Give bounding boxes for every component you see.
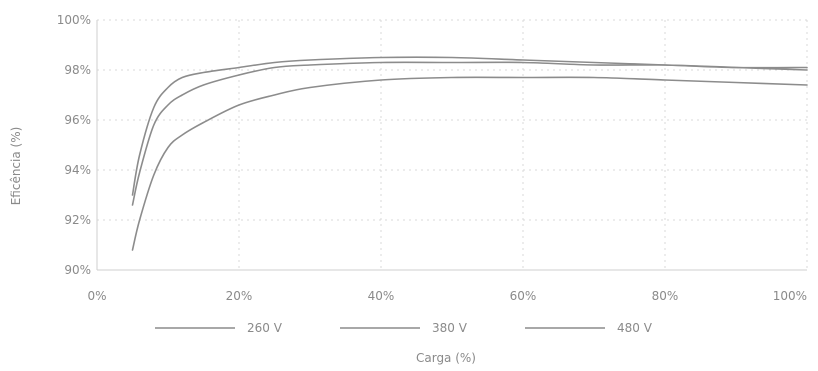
x-tick-label: 100% bbox=[773, 289, 807, 303]
x-tick-label: 80% bbox=[652, 289, 679, 303]
legend: 260 V 380 V 480 V bbox=[155, 321, 653, 335]
y-tick-labels: 90% 92% 94% 96% 98% 100% bbox=[57, 13, 91, 277]
grid bbox=[97, 19, 808, 270]
x-tick-labels: 0% 20% 40% 60% 80% 100% bbox=[87, 289, 807, 303]
y-tick-label: 100% bbox=[57, 13, 91, 27]
x-tick-label: 60% bbox=[510, 289, 537, 303]
y-tick-label: 96% bbox=[64, 113, 91, 127]
series-line-260v bbox=[131, 76, 808, 251]
series-line-380v bbox=[131, 61, 808, 206]
legend-label-260v: 260 V bbox=[247, 321, 283, 335]
x-tick-label: 20% bbox=[226, 289, 253, 303]
y-tick-label: 92% bbox=[64, 213, 91, 227]
legend-label-380v: 380 V bbox=[432, 321, 468, 335]
y-axis-title: Eficência (%) bbox=[9, 127, 23, 206]
series-lines bbox=[131, 56, 808, 251]
x-tick-label: 40% bbox=[368, 289, 395, 303]
x-axis-title: Carga (%) bbox=[416, 351, 476, 365]
y-tick-label: 94% bbox=[64, 163, 91, 177]
y-tick-label: 98% bbox=[64, 63, 91, 77]
axes bbox=[96, 20, 807, 271]
x-tick-label: 0% bbox=[87, 289, 106, 303]
series-line-480v bbox=[131, 56, 808, 196]
y-tick-label: 90% bbox=[64, 263, 91, 277]
legend-label-480v: 480 V bbox=[617, 321, 653, 335]
